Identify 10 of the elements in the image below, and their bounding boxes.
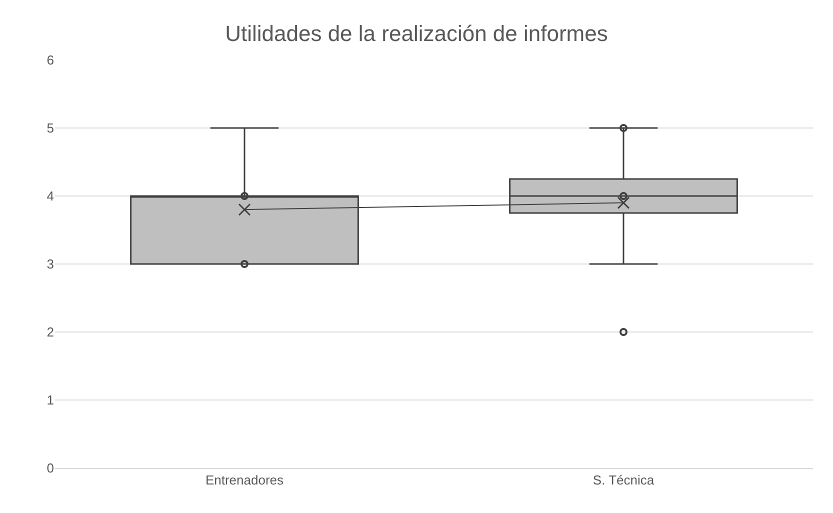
y-tick-label: 0 xyxy=(46,460,54,476)
x-tick-label: Entrenadores xyxy=(205,472,284,488)
chart-title: Utilidades de la realización de informes xyxy=(225,21,608,46)
y-tick-label: 6 xyxy=(46,52,54,68)
y-tick-label: 1 xyxy=(46,392,54,408)
y-tick-label: 3 xyxy=(46,256,54,272)
y-tick-label: 4 xyxy=(46,188,54,204)
y-tick-label: 5 xyxy=(46,120,54,136)
x-tick-label: S. Técnica xyxy=(592,472,655,488)
y-tick-label: 2 xyxy=(46,324,54,340)
